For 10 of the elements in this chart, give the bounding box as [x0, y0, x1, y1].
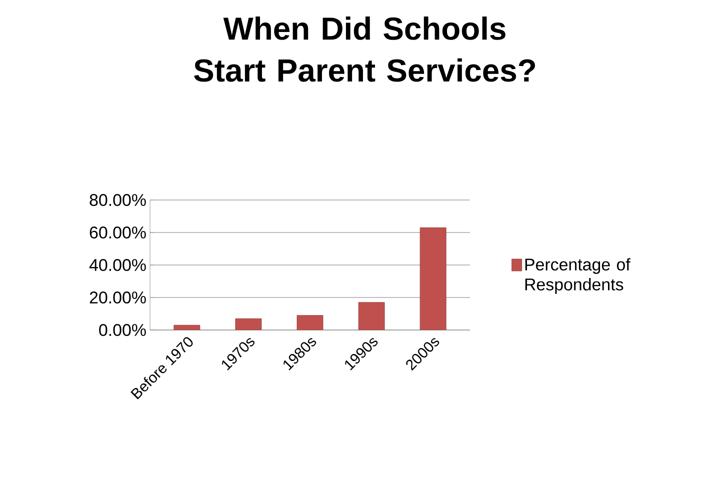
bar [296, 315, 324, 330]
bar [420, 227, 446, 330]
y-tick-label: 40.00% [89, 259, 146, 272]
legend-label: Percentage of Respondents [525, 258, 630, 294]
y-tick-label: 60.00% [90, 226, 146, 239]
chart-title: When Did Schools Start Parent Services? [194, 16, 535, 82]
y-tick-label: 80.00% [90, 194, 146, 206]
y-tick-label: 0.00% [99, 324, 146, 336]
bar [358, 302, 385, 330]
y-tick-label: 20.00% [90, 292, 146, 304]
